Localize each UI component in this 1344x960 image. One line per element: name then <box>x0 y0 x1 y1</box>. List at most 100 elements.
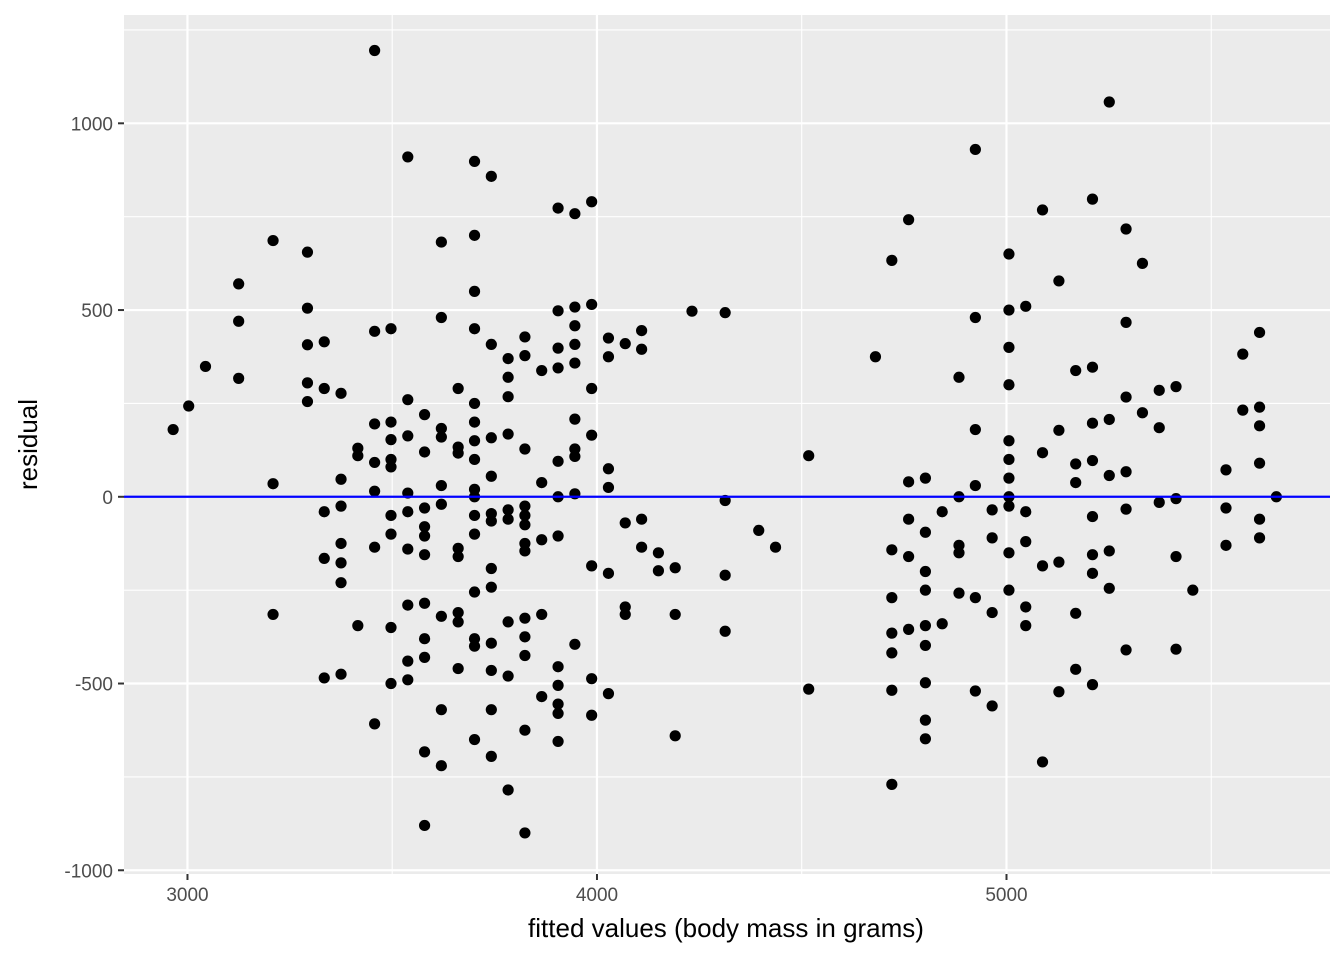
data-point <box>435 760 447 772</box>
data-point <box>468 435 481 447</box>
data-point <box>519 509 531 522</box>
data-point <box>402 151 414 163</box>
x-axis-title: fitted values (body mass in grams) <box>528 913 924 943</box>
data-point <box>452 616 464 628</box>
y-tick-label: -1000 <box>64 861 113 882</box>
data-point <box>636 513 648 525</box>
data-point <box>369 485 381 497</box>
data-point <box>669 608 681 621</box>
data-point <box>1003 341 1015 353</box>
data-point <box>569 338 581 351</box>
data-point <box>919 526 932 538</box>
data-point <box>402 655 414 667</box>
data-point <box>485 581 497 593</box>
data-point <box>468 733 481 746</box>
data-point <box>418 446 431 458</box>
data-point <box>919 733 932 745</box>
data-point <box>1086 454 1099 467</box>
data-point <box>352 450 364 462</box>
data-point <box>719 625 731 637</box>
data-point <box>519 827 531 839</box>
data-point <box>536 364 548 377</box>
scatter-points <box>167 44 1282 839</box>
data-point <box>1253 326 1266 339</box>
data-point <box>452 382 464 395</box>
data-point <box>1153 384 1165 396</box>
data-point <box>1153 496 1165 508</box>
data-point <box>519 331 531 343</box>
data-point <box>468 453 481 466</box>
data-point <box>502 784 514 796</box>
data-point <box>352 620 364 632</box>
data-point <box>969 311 981 324</box>
data-point <box>586 709 598 721</box>
data-point <box>267 234 279 247</box>
data-point <box>418 819 431 832</box>
data-point <box>502 371 514 383</box>
data-point <box>468 640 481 652</box>
data-point <box>452 662 464 675</box>
data-point <box>919 714 932 726</box>
data-point <box>1070 607 1082 619</box>
data-point <box>953 587 965 599</box>
data-point <box>636 541 648 553</box>
data-point <box>1053 424 1065 436</box>
data-point <box>1086 679 1099 691</box>
data-point <box>435 498 447 510</box>
data-point <box>335 557 347 569</box>
data-point <box>719 569 731 581</box>
data-point <box>233 372 245 384</box>
data-point <box>1120 503 1132 515</box>
data-point <box>1020 506 1032 518</box>
data-point <box>1036 756 1049 768</box>
data-point <box>602 463 615 475</box>
data-point <box>1253 513 1266 525</box>
data-point <box>619 517 631 529</box>
data-point <box>903 623 915 635</box>
data-point <box>502 513 514 525</box>
data-point <box>1103 96 1115 108</box>
data-point <box>385 434 397 446</box>
data-point <box>1086 361 1099 373</box>
data-point <box>1020 601 1032 613</box>
data-point <box>886 544 898 556</box>
data-point <box>468 285 481 297</box>
data-point <box>602 351 615 363</box>
data-point <box>1220 464 1232 476</box>
data-point <box>652 547 665 559</box>
data-point <box>1036 560 1049 572</box>
y-tick-label: 1000 <box>71 114 113 135</box>
data-point <box>552 342 564 354</box>
data-point <box>569 320 581 332</box>
data-point <box>602 688 615 700</box>
data-point <box>586 673 598 685</box>
data-point <box>536 690 548 703</box>
data-point <box>1220 502 1232 514</box>
data-point <box>335 668 347 680</box>
data-point <box>1070 663 1082 675</box>
data-point <box>1170 643 1182 655</box>
data-point <box>986 532 998 544</box>
data-point <box>385 416 397 428</box>
data-point <box>468 323 481 335</box>
data-point <box>986 504 998 516</box>
data-point <box>385 677 397 690</box>
data-point <box>519 350 531 362</box>
data-point <box>402 506 414 518</box>
data-point <box>468 509 481 522</box>
y-tick-label: 0 <box>102 488 113 509</box>
data-point <box>569 413 581 425</box>
data-point <box>301 246 314 258</box>
data-point <box>369 325 381 337</box>
data-point <box>502 670 514 682</box>
data-point <box>318 382 330 395</box>
data-point <box>1003 472 1015 484</box>
data-point <box>669 562 681 574</box>
data-point <box>519 631 531 643</box>
y-axis-ticks: -1000 -500 0 500 1000 <box>64 114 124 882</box>
data-point <box>1086 549 1099 561</box>
data-point <box>969 592 981 604</box>
data-point <box>1053 686 1065 698</box>
data-point <box>1086 567 1099 579</box>
